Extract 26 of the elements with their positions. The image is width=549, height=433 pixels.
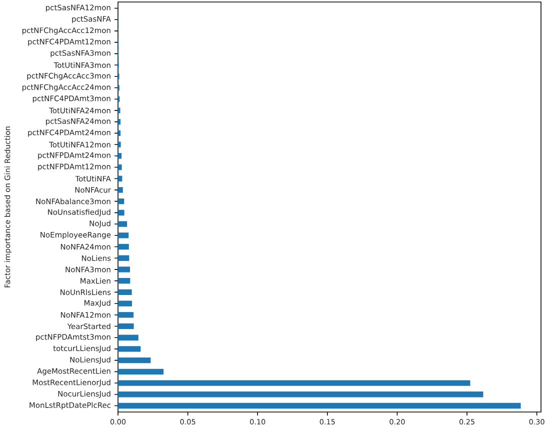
bar [118, 300, 132, 306]
bar [118, 142, 121, 148]
bar [118, 130, 121, 136]
bar [118, 380, 470, 386]
bar [118, 368, 164, 375]
bar [118, 198, 124, 204]
bar [118, 357, 151, 364]
bar [118, 312, 134, 318]
bar [118, 278, 130, 284]
bar [118, 176, 122, 182]
bar [118, 244, 129, 250]
bar [118, 392, 484, 398]
bar [118, 187, 123, 193]
bar [118, 346, 141, 352]
bar [118, 266, 130, 272]
bar [118, 221, 128, 227]
bar [118, 232, 129, 238]
bar [118, 255, 130, 261]
bar [118, 323, 134, 330]
bar [118, 164, 122, 170]
bar [118, 289, 132, 296]
bar [118, 334, 138, 340]
bar [118, 402, 521, 409]
bar [118, 118, 121, 125]
bar [118, 210, 124, 216]
bar [118, 153, 122, 159]
